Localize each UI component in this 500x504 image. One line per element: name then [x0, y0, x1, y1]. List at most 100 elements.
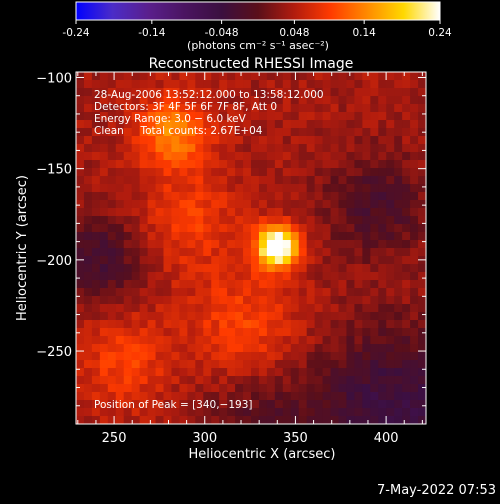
heatmap-cell — [410, 168, 419, 177]
heatmap-cell — [394, 168, 403, 177]
heatmap-cell — [274, 384, 284, 393]
heatmap-cell — [211, 72, 220, 81]
heatmap-cell — [139, 416, 149, 424]
heatmap-cell — [362, 336, 371, 345]
heatmap-cell — [378, 192, 387, 201]
chart-title: Reconstructed RHESSI Image — [149, 56, 354, 72]
heatmap-cell — [227, 416, 236, 424]
heatmap-cell — [290, 304, 300, 313]
heatmap-cell — [243, 416, 252, 424]
heatmap-cell — [99, 216, 109, 225]
heatmap-cell — [91, 392, 101, 401]
heatmap-cell — [306, 208, 316, 217]
heatmap-cell — [314, 280, 324, 289]
heatmap-cell — [378, 168, 387, 177]
heatmap-cell — [195, 88, 204, 97]
heatmap-cell — [322, 288, 332, 297]
heatmap-cell — [227, 184, 236, 193]
heatmap-cell — [378, 224, 387, 233]
heatmap-cell — [322, 208, 332, 217]
heatmap-cell — [163, 232, 173, 241]
heatmap-cell — [298, 168, 308, 177]
heatmap-cell — [306, 336, 316, 345]
heatmap-cell — [346, 112, 356, 121]
heatmap-cell — [298, 104, 308, 113]
heatmap-cell — [243, 312, 252, 321]
heatmap-cell — [131, 272, 141, 281]
heatmap-cell — [139, 160, 149, 169]
heatmap-cell — [298, 208, 308, 217]
heatmap-cell — [386, 104, 395, 113]
heatmap-cell — [258, 416, 268, 424]
heatmap-cell — [370, 112, 379, 121]
heatmap-cell — [402, 320, 411, 329]
heatmap-cell — [322, 360, 332, 369]
heatmap-cell — [179, 328, 188, 337]
heatmap-cell — [362, 152, 371, 161]
heatmap-cell — [155, 368, 165, 377]
heatmap-cell — [322, 232, 332, 241]
heatmap-cell — [243, 200, 252, 209]
heatmap-cell — [131, 344, 141, 353]
heatmap-cell — [306, 160, 316, 169]
heatmap-cell — [402, 400, 411, 409]
heatmap-cell — [195, 360, 204, 369]
heatmap-cell — [266, 392, 276, 401]
heatmap-cell — [322, 240, 332, 249]
heatmap-cell — [418, 288, 426, 297]
heatmap-cell — [362, 264, 371, 273]
heatmap-cell — [298, 128, 308, 137]
heatmap-cell — [362, 120, 371, 129]
heatmap-cell — [227, 80, 236, 89]
heatmap-cell — [402, 360, 411, 369]
heatmap-cell — [266, 288, 276, 297]
heatmap-cell — [362, 96, 371, 105]
heatmap-cell — [171, 320, 181, 329]
heatmap-cell — [418, 312, 426, 321]
heatmap-cell — [155, 336, 165, 345]
heatmap-cell — [179, 120, 188, 129]
heatmap-cell — [322, 176, 332, 185]
heatmap-cell — [219, 400, 228, 409]
heatmap-cell — [91, 360, 101, 369]
heatmap-cell — [131, 72, 141, 81]
heatmap-cell — [251, 192, 260, 201]
heatmap-cell — [139, 288, 149, 297]
heatmap-cell — [410, 256, 419, 265]
heatmap-cell — [211, 328, 220, 337]
heatmap-cell — [386, 280, 395, 289]
heatmap-cell — [362, 144, 371, 153]
heatmap-cell — [203, 208, 212, 217]
heatmap-cell — [187, 376, 196, 385]
heatmap-cell — [251, 264, 260, 273]
heatmap-cell — [147, 232, 157, 241]
y-tick-label: −250 — [36, 345, 72, 360]
heatmap-cell — [155, 256, 165, 265]
heatmap-cell — [76, 384, 85, 393]
heatmap-cell — [83, 248, 93, 257]
heatmap-cell — [123, 336, 133, 345]
heatmap-cell — [402, 104, 411, 113]
heatmap-cell — [362, 416, 371, 424]
heatmap-cell — [362, 248, 371, 257]
heatmap-cell — [306, 88, 316, 97]
heatmap-image — [76, 72, 426, 424]
heatmap-cell — [314, 232, 324, 241]
heatmap-cell — [258, 408, 268, 417]
heatmap-cell — [370, 72, 379, 81]
heatmap-cell — [76, 88, 85, 97]
heatmap-cell — [346, 184, 356, 193]
heatmap-cell — [163, 344, 173, 353]
heatmap-cell — [219, 288, 228, 297]
heatmap-cell — [410, 320, 419, 329]
heatmap-cell — [227, 128, 236, 137]
heatmap-cell — [91, 312, 101, 321]
heatmap-cell — [394, 256, 403, 265]
heatmap-cell — [282, 376, 292, 385]
heatmap-cell — [402, 80, 411, 89]
heatmap-cell — [219, 320, 228, 329]
heatmap-cell — [115, 80, 125, 89]
heatmap-cell — [258, 256, 268, 265]
heatmap-cell — [91, 232, 101, 241]
heatmap-cell — [179, 224, 188, 233]
